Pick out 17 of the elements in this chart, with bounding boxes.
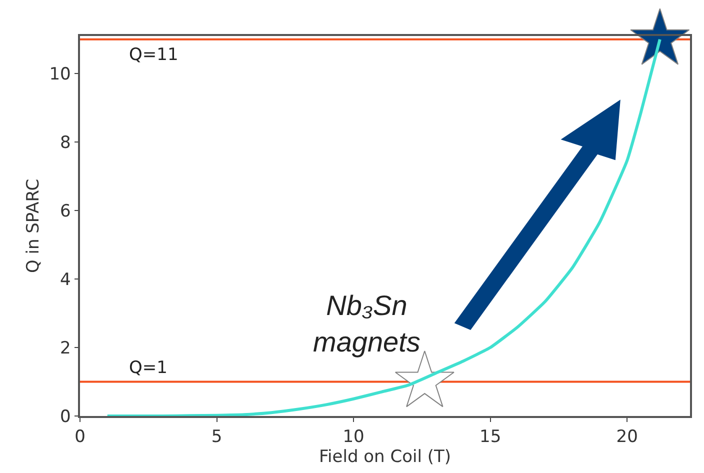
x-tick-label: 10 [342, 427, 364, 448]
y-tick-label: 10 [49, 64, 71, 85]
y-tick-label: 8 [60, 133, 71, 154]
x-tick-label: 20 [616, 427, 638, 448]
y-tick-label: 6 [60, 202, 71, 222]
y-tick-label: 0 [60, 406, 71, 427]
y-tick-label: 2 [60, 338, 71, 358]
x-tick-label: 0 [74, 427, 86, 448]
ref-line-label: Q=11 [129, 45, 178, 65]
annotation: Nb₃Sn magnets [313, 290, 420, 358]
x-tick-label: 15 [479, 427, 502, 448]
y-tick-label: 4 [60, 270, 71, 290]
y-axis-title: Q in SPARC [23, 178, 44, 274]
line-series [106, 38, 662, 416]
x-axis-title: Field on Coil (T) [319, 447, 451, 468]
ref-line-label: Q=1 [129, 358, 168, 378]
x-tick-label: 5 [211, 427, 222, 448]
